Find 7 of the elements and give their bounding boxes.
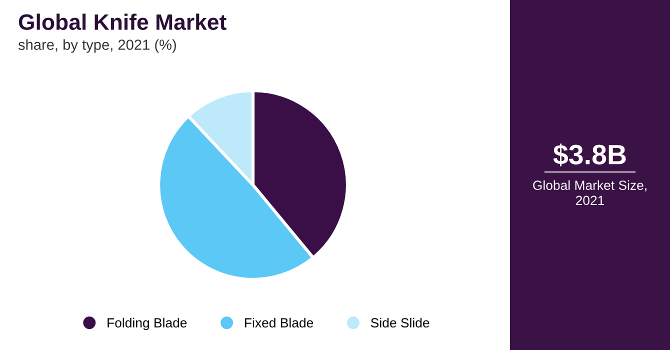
text: $3.8B <box>553 144 626 166</box>
legend-label: Side Slide <box>370 318 430 328</box>
legend-label: Folding Blade <box>108 318 187 330</box>
chart-title: Global Knife Market <box>18 14 226 30</box>
chart-subtitle: share, by type, 2021 (%) <box>18 39 176 53</box>
legend-label: Fixed Blade <box>245 318 314 328</box>
text: Global Market Size, 2021 <box>533 180 646 206</box>
